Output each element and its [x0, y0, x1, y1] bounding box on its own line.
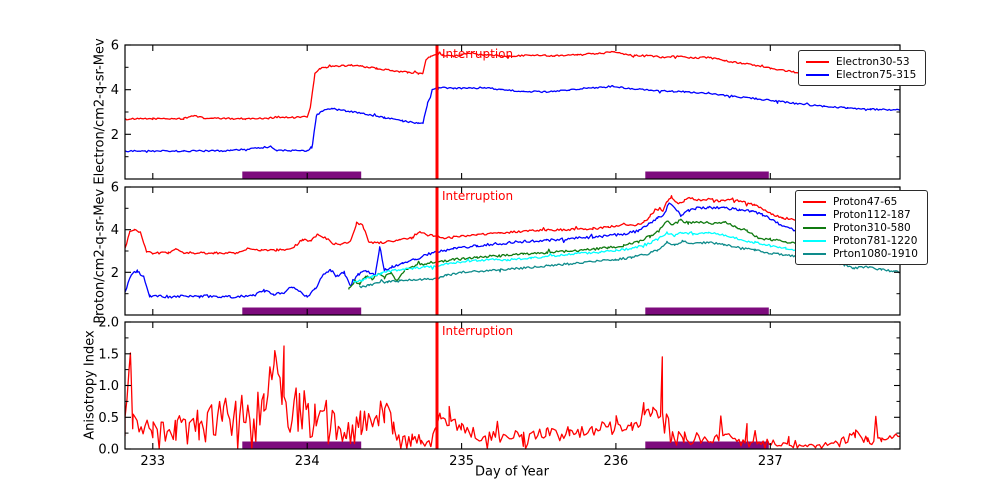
line-swatch: [806, 73, 829, 76]
series-Electron30-53: [125, 50, 900, 121]
y-tick-label: 0.0: [98, 443, 119, 458]
panel-frame: [124, 321, 901, 450]
legend-item: Proton112-187: [803, 208, 918, 221]
x-tick-label: 236: [603, 454, 628, 469]
x-tick-label: 237: [758, 454, 783, 469]
y-tick-label: 1.5: [98, 347, 119, 362]
legend-item: Proton310-580: [803, 221, 918, 234]
legend-label: Proton112-187: [833, 208, 911, 221]
line-swatch: [803, 252, 826, 255]
y-tick-label: 2: [111, 266, 119, 281]
x-axis-label: Day of Year: [475, 464, 549, 480]
event-bar: [242, 171, 362, 179]
legend-label: Electron30-53: [836, 55, 910, 68]
y-tick-label: 6: [111, 39, 119, 54]
interruption-annotation: Interruption: [442, 324, 514, 338]
legend-item: Electron75-315: [806, 68, 916, 81]
y-axis-label-anisotropy: Anisotropy Index: [82, 330, 98, 440]
event-bar: [645, 171, 769, 179]
event-bar: [645, 441, 769, 449]
legend-label: Proton781-1220: [833, 234, 918, 247]
legend-item: Proton47-65: [803, 195, 918, 208]
panel-electron-flux: 2 4 6: [111, 39, 901, 180]
legend-electron: Electron30-53 Electron75-315: [798, 50, 927, 86]
legend-label: Proton47-65: [833, 195, 898, 208]
y-tick-label: 2.0: [98, 316, 119, 331]
y-tick-label: 1.0: [98, 379, 119, 394]
y-tick-label: 0.5: [98, 411, 119, 426]
legend-label: Proton310-580: [833, 221, 911, 234]
y-axis-label-flux: Proton/cm2-q-sr-Mev Electron/cm2-q-sr-Me…: [92, 38, 108, 324]
x-tick-label: 234: [295, 454, 320, 469]
line-swatch: [803, 200, 826, 203]
legend-proton: Proton47-65 Proton112-187 Proton310-580 …: [795, 190, 928, 265]
y-tick-label: 2: [111, 128, 119, 143]
x-tick-label: 235: [449, 454, 474, 469]
line-swatch: [803, 239, 826, 242]
panel-anisotropy: 233 234 235 236 237 0.0 0.5 1.0 1.5 2.0: [98, 316, 901, 469]
y-tick-label: 6: [111, 181, 119, 196]
legend-item: Proton781-1220: [803, 234, 918, 247]
event-bar: [645, 307, 769, 315]
series-Electron75-315: [125, 85, 900, 153]
legend-item: Prton1080-1910: [803, 247, 918, 260]
line-swatch: [803, 226, 826, 229]
series-Proton112-187: [125, 202, 900, 299]
y-tick-label: 4: [111, 223, 119, 238]
interruption-annotation: Interruption: [442, 47, 514, 61]
legend-label: Prton1080-1910: [833, 247, 918, 260]
legend-item: Electron30-53: [806, 55, 916, 68]
series-Proton47-65: [125, 195, 900, 255]
y-tick-label: 4: [111, 83, 119, 98]
x-tick-label: 233: [140, 454, 165, 469]
event-bar: [242, 441, 362, 449]
interruption-annotation: Interruption: [442, 189, 514, 203]
panel-frame: [124, 44, 901, 180]
series-anisotropy-index: [125, 345, 900, 449]
legend-label: Electron75-315: [836, 68, 917, 81]
line-swatch: [803, 213, 826, 216]
line-swatch: [806, 60, 829, 63]
event-bar: [242, 307, 362, 315]
